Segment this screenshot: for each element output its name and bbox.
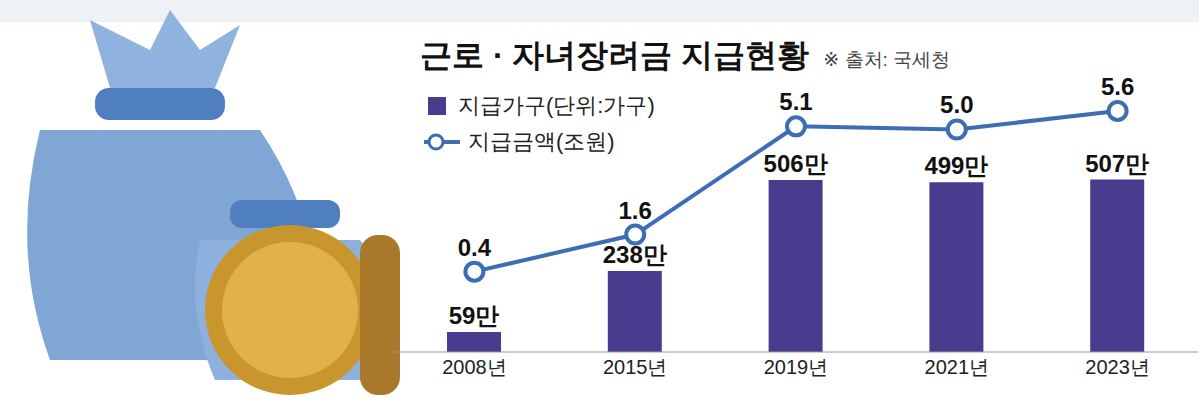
svg-text:5.6: 5.6	[1101, 73, 1134, 100]
svg-text:5.0: 5.0	[940, 91, 973, 118]
svg-text:2015년: 2015년	[603, 356, 668, 378]
html-text:지급금액(조원): 지급금액(조원)	[468, 129, 615, 154]
svg-text:2023년: 2023년	[1085, 356, 1150, 378]
svg-text:2019년: 2019년	[764, 356, 829, 378]
html-text:근로 · 자녀장려금 지급현황: 근로 · 자녀장려금 지급현황	[420, 37, 810, 73]
svg-text:499만: 499만	[924, 152, 988, 179]
svg-text:59만: 59만	[449, 302, 500, 329]
svg-text:0.4: 0.4	[458, 234, 492, 261]
svg-text:506만: 506만	[764, 150, 828, 177]
html-text:※ 출처: 국세청: ※ 출처: 국세청	[823, 49, 951, 70]
svg-text:2021년: 2021년	[925, 356, 990, 378]
svg-text:238만: 238만	[603, 241, 667, 268]
html-text:지급가구(단위:가구): 지급가구(단위:가구)	[458, 93, 655, 118]
svg-text:5.1: 5.1	[779, 88, 812, 115]
svg-text:2008년: 2008년	[442, 356, 507, 378]
svg-text:507만: 507만	[1085, 150, 1149, 177]
svg-text:1.6: 1.6	[619, 197, 652, 224]
